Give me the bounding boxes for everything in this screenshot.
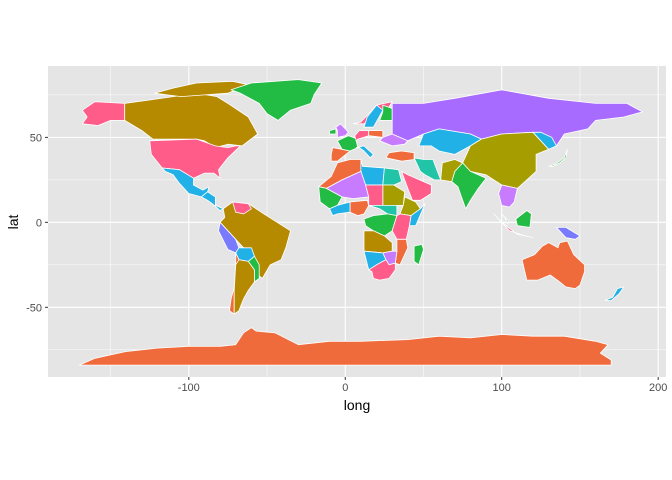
y-tick-label: -50 [26, 302, 42, 314]
map-region [440, 159, 464, 183]
x-axis-title: long [344, 397, 370, 413]
map-region [368, 259, 396, 281]
map-region [401, 170, 432, 201]
map-region [391, 213, 412, 240]
map-region [230, 79, 323, 121]
map-region [493, 213, 534, 239]
country-regions [78, 79, 643, 366]
map-region [501, 213, 509, 225]
map-region [363, 104, 384, 128]
map-region [78, 327, 612, 366]
map-region [521, 240, 585, 290]
map-region [532, 131, 557, 150]
y-tick-label: 50 [30, 132, 42, 144]
map-region [326, 170, 370, 200]
y-tick-label: 0 [36, 217, 42, 229]
map-region [368, 130, 384, 138]
map-region [335, 123, 349, 138]
map-region [382, 167, 403, 186]
map-region [232, 201, 252, 215]
map-region [604, 286, 625, 301]
map-region [385, 150, 415, 162]
x-tick-label: 200 [649, 382, 667, 394]
map-region [515, 210, 532, 228]
map-region [413, 243, 424, 266]
map-region [548, 148, 568, 167]
map-region [329, 201, 351, 217]
x-tick-label: 100 [493, 382, 511, 394]
map-region [329, 128, 337, 135]
map-region [82, 101, 126, 126]
map-region [413, 157, 442, 181]
x-tick-label: -100 [178, 382, 200, 394]
map-region [355, 145, 374, 159]
map-region [379, 104, 393, 121]
map-region [556, 226, 581, 240]
y-axis-title: lat [5, 215, 21, 230]
map-region [247, 255, 260, 283]
x-tick-label: 0 [342, 382, 348, 394]
y-axis: -50 0 50 [26, 132, 48, 314]
map-region [498, 184, 518, 208]
x-axis: -100 0 100 200 [178, 377, 667, 394]
